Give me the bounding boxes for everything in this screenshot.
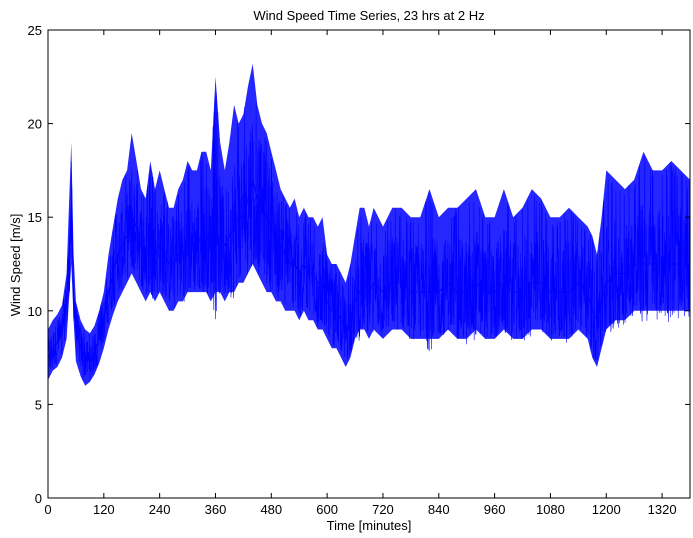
x-tick-label: 960 [484, 502, 506, 517]
y-axis-label: Wind Speed [m/s] [8, 214, 23, 317]
x-tick-label: 720 [372, 502, 394, 517]
y-tick-label: 0 [35, 491, 42, 506]
x-tick-label: 120 [93, 502, 115, 517]
plot-area [47, 63, 691, 386]
y-tick-label: 25 [28, 23, 42, 38]
x-tick-label: 240 [149, 502, 171, 517]
series-line [47, 93, 691, 381]
series-mean-line [47, 179, 690, 363]
x-axis-label: Time [minutes] [327, 518, 412, 533]
x-tick-label: 1080 [536, 502, 565, 517]
plot-frame [47, 29, 691, 499]
y-tick-label: 20 [28, 117, 42, 132]
x-tick-label: 1200 [592, 502, 621, 517]
x-tick-label: 480 [260, 502, 282, 517]
chart-title: Wind Speed Time Series, 23 hrs at 2 Hz [253, 8, 484, 23]
x-axis: 0 120 240 360 480 600 720 840 960 1080 1200 1320 [44, 30, 677, 517]
x-tick-label: 1320 [648, 502, 677, 517]
x-tick-label: 0 [44, 502, 51, 517]
y-tick-label: 5 [35, 397, 42, 412]
x-tick-label: 600 [316, 502, 338, 517]
y-tick-label: 10 [28, 304, 42, 319]
x-tick-label: 360 [205, 502, 227, 517]
y-tick-label: 15 [28, 210, 42, 225]
y-axis: 0 5 10 15 20 25 [28, 23, 690, 506]
x-tick-label: 840 [428, 502, 450, 517]
